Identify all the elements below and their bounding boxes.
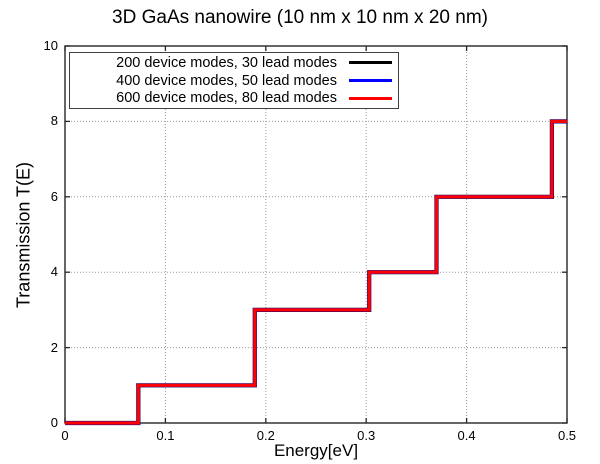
y-tick-label: 0 xyxy=(50,415,58,430)
legend: 200 device modes, 30 lead modes 400 devic… xyxy=(69,52,399,109)
y-tick-label: 6 xyxy=(50,188,58,204)
series-line-2 xyxy=(65,119,567,425)
legend-line-sample xyxy=(349,61,392,65)
legend-row: 600 device modes, 80 lead modes xyxy=(78,89,392,107)
legend-row: 200 device modes, 30 lead modes xyxy=(78,54,392,72)
legend-label: 200 device modes, 30 lead modes xyxy=(116,54,337,71)
x-tick-label: 0.5 xyxy=(557,428,577,443)
legend-label: 600 device modes, 80 lead modes xyxy=(116,90,337,107)
chart-title: 3D GaAs nanowire (10 nm x 10 nm x 20 nm) xyxy=(112,7,488,28)
x-tick-label: 0.1 xyxy=(156,428,175,443)
y-tick-label: 2 xyxy=(50,339,58,355)
legend-row: 400 device modes, 50 lead modes xyxy=(78,72,392,90)
x-axis-label: Energy[eV] xyxy=(273,441,359,460)
y-tick-label: 10 xyxy=(43,38,58,53)
y-tick-label: 4 xyxy=(50,264,58,280)
legend-line-sample xyxy=(349,96,392,100)
plot-frame xyxy=(64,45,568,424)
x-tick-label: 0.4 xyxy=(457,428,476,443)
x-tick-label: 0.2 xyxy=(256,428,275,443)
x-tick-label: 0.3 xyxy=(357,428,376,443)
x-tick-label: 0 xyxy=(61,428,69,443)
y-tick-label: 8 xyxy=(50,113,58,129)
legend-label: 400 device modes, 50 lead modes xyxy=(116,72,337,89)
legend-line-sample xyxy=(349,79,392,82)
